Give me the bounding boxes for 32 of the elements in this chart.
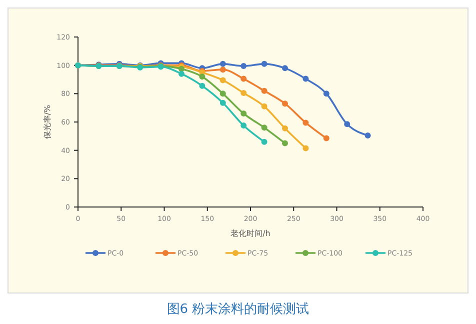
text: 图6 粉末涂料的耐候测试 (166, 302, 310, 317)
point (344, 121, 350, 128)
point (302, 76, 309, 82)
point (282, 65, 288, 72)
point (261, 88, 268, 94)
point (220, 66, 226, 73)
y-axis-title: 保光率/% (43, 104, 52, 140)
point (261, 124, 268, 131)
point (302, 120, 309, 126)
point (364, 132, 371, 138)
point (199, 82, 206, 89)
point (240, 63, 247, 70)
point (178, 70, 184, 77)
point (261, 103, 268, 110)
point (240, 90, 247, 96)
point (240, 110, 247, 116)
point (323, 135, 330, 142)
point (261, 138, 268, 145)
point (282, 100, 288, 107)
point (220, 60, 226, 67)
point (220, 77, 226, 84)
point (220, 90, 226, 97)
point (302, 145, 309, 152)
point (282, 140, 288, 146)
point (240, 122, 247, 129)
point (220, 100, 226, 106)
point (199, 74, 206, 80)
point (240, 76, 247, 82)
point (282, 125, 288, 132)
point (261, 60, 268, 67)
x-axis-title: 老化时间/h (230, 229, 270, 238)
point (323, 90, 330, 97)
